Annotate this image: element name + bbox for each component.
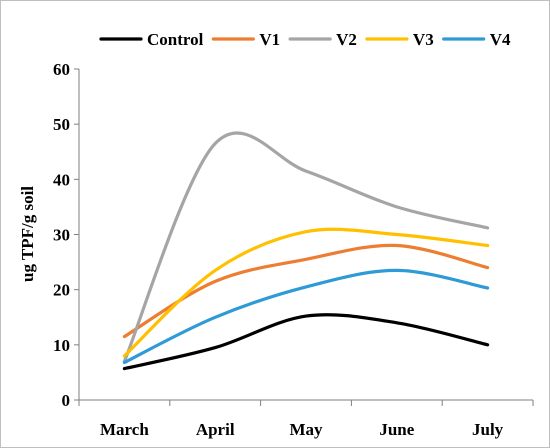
y-tick-label: 60 xyxy=(53,60,70,79)
x-tick-label: July xyxy=(472,420,504,439)
y-axis-label: ug TPF/g soil xyxy=(18,186,37,282)
y-tick-label: 50 xyxy=(53,115,70,134)
series-line-control xyxy=(122,313,490,371)
y-tick-label: 10 xyxy=(53,336,70,355)
y-tick-label: 30 xyxy=(53,226,70,245)
legend-label-control: Control xyxy=(147,30,204,49)
series-line-v1 xyxy=(122,243,490,339)
x-tick-label: April xyxy=(196,420,235,439)
y-tick-label: 20 xyxy=(53,281,70,300)
legend: Control V1 V2 V3 V4 xyxy=(99,30,511,49)
y-tick-label: 0 xyxy=(62,391,71,410)
x-tick-label: May xyxy=(289,420,323,439)
series-line-v2 xyxy=(122,131,490,363)
legend-label-v2: V2 xyxy=(336,30,357,49)
legend-label-v1: V1 xyxy=(259,30,280,49)
x-tick-label: March xyxy=(100,420,149,439)
y-tick-label: 40 xyxy=(53,170,70,189)
x-axis: March April May June July xyxy=(78,399,534,439)
series-line-v4 xyxy=(122,268,490,365)
legend-label-v3: V3 xyxy=(413,30,434,49)
legend-label-v4: V4 xyxy=(490,30,511,49)
series-line-v3 xyxy=(122,227,490,358)
series-lines xyxy=(122,131,490,371)
x-tick-label: June xyxy=(379,420,414,439)
y-axis: 0 10 20 30 40 50 60 xyxy=(53,60,80,410)
